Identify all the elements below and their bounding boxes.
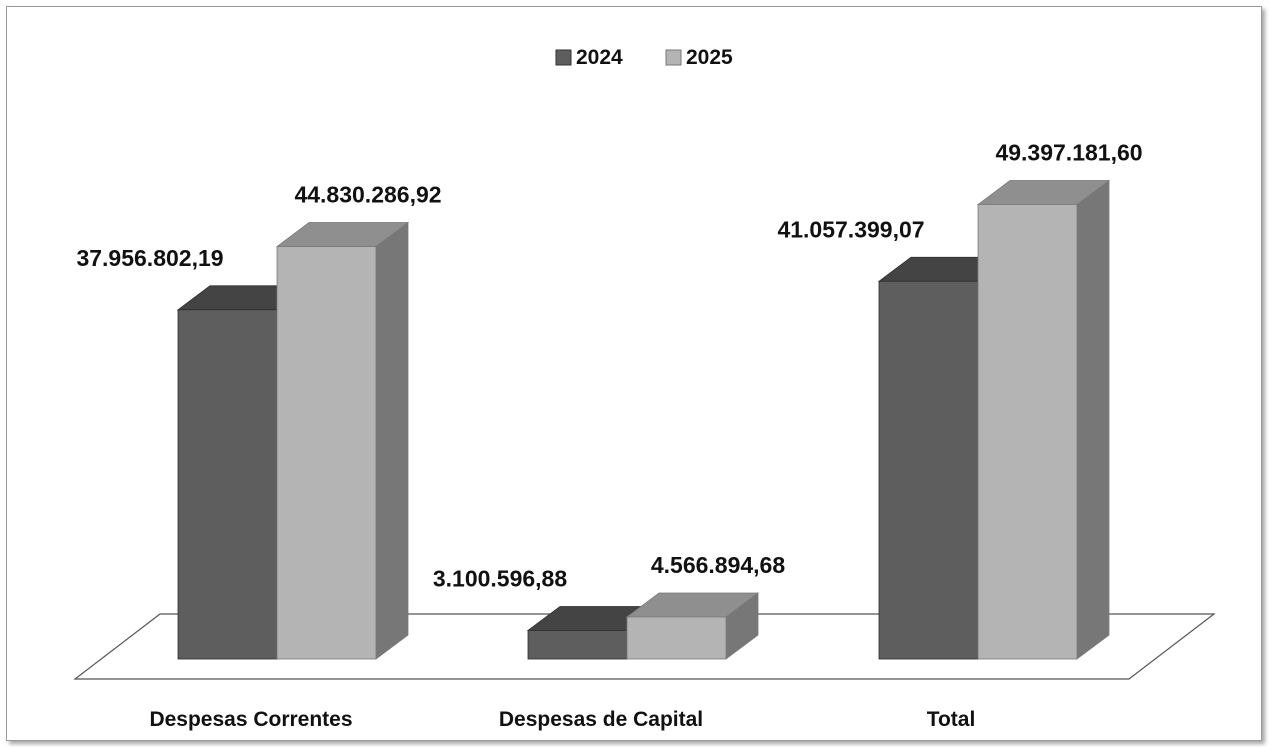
legend-label-2024: 2024 bbox=[576, 46, 623, 69]
bar-despesas-correntes-2025-side bbox=[375, 221, 409, 660]
bar-despesas-correntes-2024-front bbox=[177, 309, 278, 660]
category-label-despesas-correntes: Despesas Correntes bbox=[149, 708, 352, 731]
legend: 2024 2025 bbox=[555, 46, 733, 69]
category-labels: Despesas Correntes Despesas de Capital T… bbox=[149, 708, 975, 731]
value-label-total-2025: 49.397.181,60 bbox=[995, 140, 1142, 166]
bar-despesas-de-capital-2025 bbox=[625, 592, 760, 660]
category-label-total: Total bbox=[927, 708, 976, 731]
legend-swatch-2025 bbox=[665, 49, 682, 66]
bar-despesas-correntes-2025-front bbox=[276, 246, 377, 660]
bar-despesas-de-capital-2025-front bbox=[626, 616, 727, 660]
bar-total-2024-front bbox=[878, 280, 979, 660]
legend-swatch-2024 bbox=[555, 49, 572, 66]
bar-total-2025 bbox=[976, 179, 1111, 660]
chart-frame: 2024 2025 37.956.802,19 44.830.286,92 3.10… bbox=[6, 6, 1262, 741]
value-label-despesas-de-capital-2025: 4.566.894,68 bbox=[651, 552, 786, 578]
value-labels: 37.956.802,19 44.830.286,92 3.100.596,88 4.… bbox=[76, 140, 1142, 592]
category-label-despesas-de-capital: Despesas de Capital bbox=[499, 708, 703, 731]
bars bbox=[176, 179, 1111, 660]
value-label-despesas-de-capital-2024: 3.100.596,88 bbox=[433, 565, 568, 591]
bar-despesas-de-capital-2024-front bbox=[527, 630, 628, 660]
bar-chart: 2024 2025 37.956.802,19 44.830.286,92 3.10… bbox=[73, 46, 1216, 731]
bar-total-2025-front bbox=[977, 204, 1078, 660]
value-label-despesas-correntes-2024: 37.956.802,19 bbox=[76, 245, 223, 271]
bar-total-2025-side bbox=[1076, 179, 1110, 660]
bar-despesas-correntes-2025 bbox=[275, 221, 410, 660]
legend-label-2025: 2025 bbox=[686, 46, 733, 69]
value-label-total-2024: 41.057.399,07 bbox=[777, 216, 924, 242]
value-label-despesas-correntes-2025: 44.830.286,92 bbox=[294, 182, 441, 208]
